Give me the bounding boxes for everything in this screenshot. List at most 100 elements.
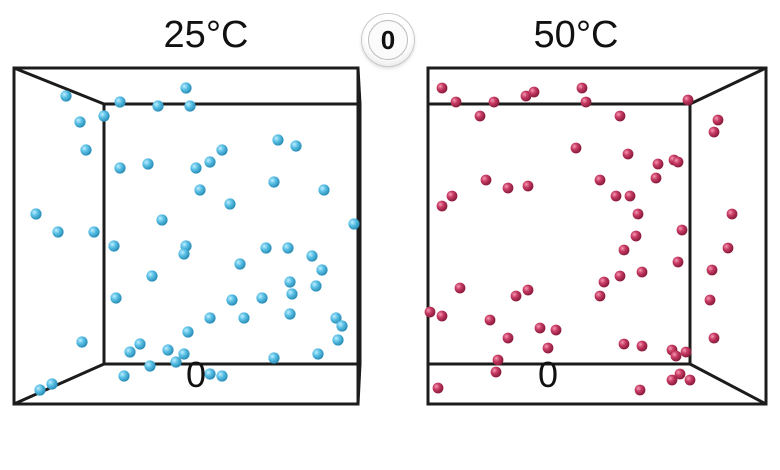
- left-particles: [30, 82, 360, 396]
- molecule: [436, 200, 448, 212]
- molecule: [336, 320, 348, 332]
- molecule: [630, 230, 642, 242]
- molecule: [676, 224, 688, 236]
- molecule: [622, 148, 634, 160]
- molecule: [636, 340, 648, 352]
- molecule: [114, 96, 126, 108]
- molecule: [146, 270, 158, 282]
- molecule: [598, 276, 610, 288]
- molecule: [144, 360, 156, 372]
- molecule: [570, 142, 582, 154]
- molecule: [576, 82, 588, 94]
- molecule: [312, 348, 324, 360]
- right-collision-count: 0: [537, 354, 559, 395]
- molecule: [650, 172, 662, 184]
- molecule: [30, 208, 42, 220]
- molecule: [178, 348, 190, 360]
- molecule: [520, 90, 532, 102]
- molecule: [156, 214, 168, 226]
- molecule: [522, 284, 534, 296]
- left-temperature-label: 25°C: [163, 14, 249, 56]
- left-collision-count: 0: [185, 354, 207, 395]
- molecule: [310, 280, 322, 292]
- molecule: [708, 332, 720, 344]
- molecule: [706, 264, 718, 276]
- molecule: [348, 218, 360, 230]
- molecule: [534, 322, 546, 334]
- molecule: [142, 158, 154, 170]
- molecule: [446, 190, 458, 202]
- molecule: [34, 384, 46, 396]
- molecule: [522, 180, 534, 192]
- molecule: [682, 94, 694, 106]
- molecule: [238, 312, 250, 324]
- molecule: [226, 294, 238, 306]
- molecule: [580, 96, 592, 108]
- molecule: [216, 144, 228, 156]
- molecule: [480, 174, 492, 186]
- molecule: [204, 368, 216, 380]
- molecule: [124, 346, 136, 358]
- right-gas-container: [424, 66, 768, 406]
- molecule: [708, 126, 720, 138]
- molecule: [286, 288, 298, 300]
- molecule: [178, 248, 190, 260]
- molecule: [108, 240, 120, 252]
- molecule: [672, 156, 684, 168]
- molecule: [632, 208, 644, 220]
- molecule: [184, 100, 196, 112]
- molecule: [672, 256, 684, 268]
- molecule: [436, 82, 448, 94]
- left-gas-container: [12, 66, 362, 406]
- molecule: [492, 354, 504, 366]
- molecule: [652, 158, 664, 170]
- molecule: [474, 110, 486, 122]
- molecule: [614, 270, 626, 282]
- molecule: [424, 306, 436, 318]
- molecule: [680, 346, 692, 358]
- molecule: [684, 374, 696, 386]
- molecule: [118, 370, 130, 382]
- molecule: [502, 182, 514, 194]
- molecule: [284, 276, 296, 288]
- molecule: [502, 332, 514, 344]
- molecule: [216, 370, 228, 382]
- right-temperature-label: 50°C: [533, 14, 619, 56]
- molecule: [272, 134, 284, 146]
- molecule: [190, 162, 202, 174]
- molecule: [180, 82, 192, 94]
- molecule: [488, 96, 500, 108]
- molecule: [542, 342, 554, 354]
- molecule: [268, 176, 280, 188]
- molecule: [490, 366, 502, 378]
- molecule: [484, 314, 496, 326]
- molecule: [454, 282, 466, 294]
- molecule: [674, 368, 686, 380]
- molecule: [256, 292, 268, 304]
- molecule: [152, 100, 164, 112]
- molecule: [114, 162, 126, 174]
- molecule: [88, 226, 100, 238]
- molecule: [224, 198, 236, 210]
- timer-badge: 0: [362, 14, 414, 66]
- molecule: [74, 116, 86, 128]
- molecule: [726, 208, 738, 220]
- timer-value: 0: [368, 20, 408, 60]
- molecule: [610, 190, 622, 202]
- molecule: [46, 378, 58, 390]
- molecule: [60, 90, 72, 102]
- molecule: [282, 242, 294, 254]
- molecule: [332, 334, 344, 346]
- left-box-edges: [12, 66, 362, 406]
- molecule: [306, 250, 318, 262]
- molecule: [234, 258, 246, 270]
- molecule: [528, 86, 540, 98]
- molecule: [594, 290, 606, 302]
- molecule: [204, 312, 216, 324]
- molecule: [134, 338, 146, 350]
- molecule: [52, 226, 64, 238]
- molecule: [432, 382, 444, 394]
- molecule: [722, 242, 734, 254]
- molecule: [594, 174, 606, 186]
- molecule: [704, 294, 716, 306]
